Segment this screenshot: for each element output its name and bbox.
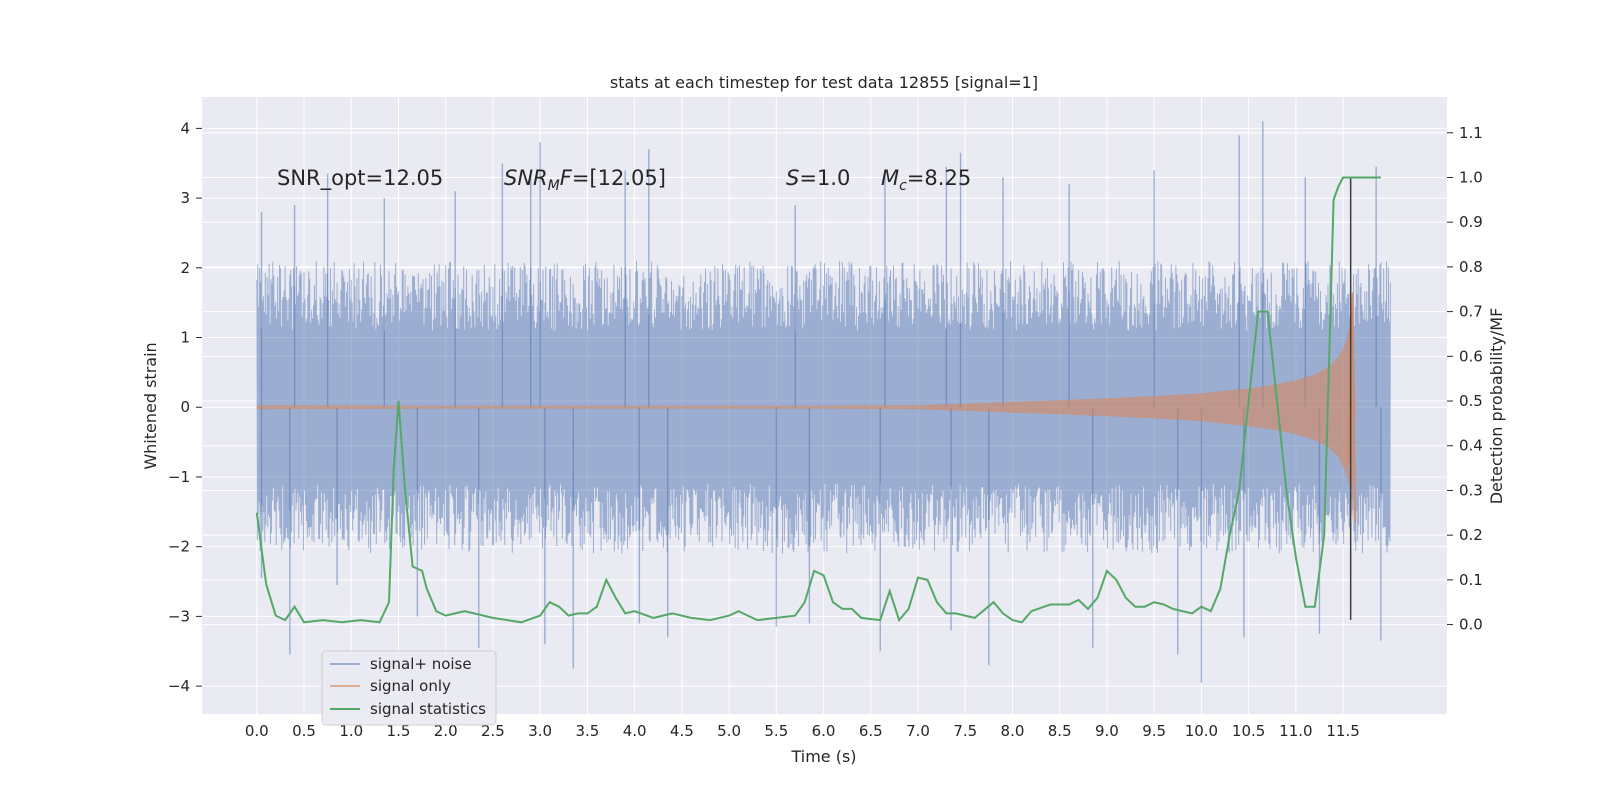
- x-tick-label: 4.5: [670, 722, 694, 740]
- stat-layer: [255, 176, 1381, 624]
- x-tick-label: 0.5: [292, 722, 316, 740]
- signal-chirp-line: [1347, 292, 1357, 523]
- x-tick-label: 1.0: [339, 722, 363, 740]
- x-tick-label: 10.0: [1185, 722, 1218, 740]
- x-tick-label: 8.5: [1048, 722, 1072, 740]
- x-tick-label: 6.5: [859, 722, 883, 740]
- x-tick-label: 9.5: [1142, 722, 1166, 740]
- y-tick-label-right: 0.9: [1459, 213, 1483, 231]
- noise-layer: [256, 121, 1391, 683]
- y-tick-label-left: 3: [180, 189, 190, 207]
- y-tick-label-left: 4: [180, 119, 190, 137]
- x-tick-label: 1.5: [387, 722, 411, 740]
- y-tick-label-right: 0.8: [1459, 258, 1483, 276]
- y-tick-label-left: −4: [168, 677, 190, 695]
- y-tick-label-right: 0.2: [1459, 526, 1483, 544]
- y-axis-label-left: Whitened strain: [141, 342, 160, 469]
- y-tick-label-left: 2: [180, 259, 190, 277]
- legend-label-noise: signal+ noise: [370, 655, 472, 673]
- legend: signal+ noise signal only signal statist…: [321, 650, 497, 726]
- signal-envelope: [256, 292, 1391, 523]
- ticks-layer: 0.0 0.5 1.0 1.5 2.0 2.5 3.0 3.5 4.0 4.5 5.0 5.5 6.0 6…: [168, 119, 1483, 740]
- y-tick-label-right: 0.4: [1459, 437, 1483, 455]
- y-axis-label-right: Detection probability/MF: [1487, 308, 1506, 505]
- noise-series-line: [256, 260, 1391, 554]
- legend-label-signal: signal only: [370, 677, 451, 695]
- annotation-snr-opt: SNR_opt=12.05: [277, 166, 443, 191]
- y-tick-label-left: 0: [180, 398, 190, 416]
- legend-label-stat: signal statistics: [370, 700, 486, 718]
- x-tick-label: 10.5: [1232, 722, 1265, 740]
- annotation-s: S=1.0: [786, 166, 850, 190]
- y-tick-label-right: 0.5: [1459, 392, 1483, 410]
- x-tick-label: 8.0: [1001, 722, 1025, 740]
- chart-title: stats at each timestep for test data 128…: [610, 73, 1038, 92]
- x-tick-label: 5.0: [717, 722, 741, 740]
- y-tick-label-right: 0.6: [1459, 347, 1483, 365]
- y-tick-label-right: 0.1: [1459, 571, 1483, 589]
- x-tick-label: 2.5: [481, 722, 505, 740]
- y-tick-label-left: −2: [168, 538, 190, 556]
- y-tick-label-right: 1.1: [1459, 124, 1483, 142]
- y-tick-label-left: 1: [180, 329, 190, 347]
- x-tick-label: 3.0: [528, 722, 552, 740]
- x-tick-label: 4.0: [623, 722, 647, 740]
- x-tick-label: 5.5: [764, 722, 788, 740]
- annotation-snr-mf: SNRMF=[12.05]: [504, 166, 666, 194]
- statistics-series-line: [255, 176, 1381, 624]
- x-tick-label: 7.0: [906, 722, 930, 740]
- y-tick-label-right: 0.0: [1459, 616, 1483, 634]
- x-tick-label: 11.5: [1326, 722, 1359, 740]
- x-tick-label: 9.0: [1095, 722, 1119, 740]
- x-tick-label: 2.0: [434, 722, 458, 740]
- y-tick-label-right: 1.0: [1459, 168, 1483, 186]
- y-tick-label-left: −3: [168, 607, 190, 625]
- signal-layer: [256, 292, 1391, 523]
- x-tick-label: 3.5: [575, 722, 599, 740]
- x-tick-label: 7.5: [953, 722, 977, 740]
- y-tick-label-left: −1: [168, 468, 190, 486]
- x-tick-label: 6.0: [812, 722, 836, 740]
- x-tick-label: 0.0: [245, 722, 269, 740]
- y-tick-label-right: 0.3: [1459, 481, 1483, 499]
- annotation-mc: Mc=8.25: [881, 166, 971, 194]
- legend-box: [321, 650, 497, 726]
- y-tick-label-right: 0.7: [1459, 303, 1483, 321]
- x-axis-label: Time (s): [790, 747, 856, 766]
- x-tick-label: 11.0: [1279, 722, 1312, 740]
